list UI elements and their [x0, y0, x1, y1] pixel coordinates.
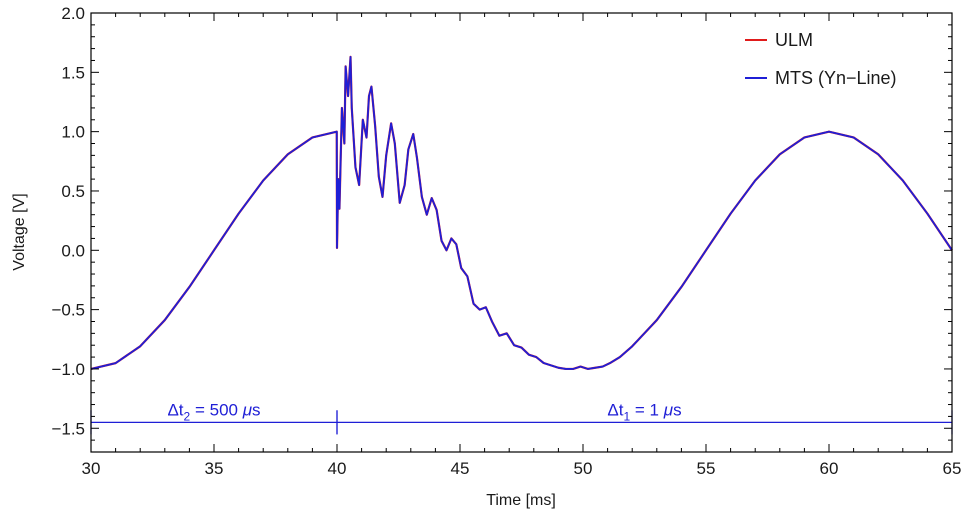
annotation-label-part: = 500 — [190, 400, 242, 419]
ticks-layer: 30 35 40 45 50 55 60 65 −1.5 −1.0 −0.5 0.0 0.5 1.0 1.5… — [51, 4, 961, 478]
legend: ULM MTS (Yn−Line) — [745, 30, 897, 88]
x-tick-label: 50 — [574, 459, 593, 478]
annotation-label-part: Δt — [607, 400, 623, 419]
y-tick-label: 2.0 — [61, 4, 85, 23]
y-tick-label: 1.0 — [61, 123, 85, 142]
x-tick-label: 55 — [697, 459, 716, 478]
annotation-label-part: Δt — [167, 400, 183, 419]
x-tick-label: 40 — [328, 459, 347, 478]
x-tick-label: 60 — [820, 459, 839, 478]
y-tick-label: −1.5 — [51, 419, 85, 438]
legend-label: ULM — [775, 30, 813, 50]
x-axis-title: Time [ms] — [486, 492, 556, 509]
y-axis-title: Voltage [V] — [11, 193, 28, 270]
annotation-label-part: 1 — [624, 409, 631, 423]
annotation-label-part: μ — [663, 400, 674, 419]
legend-label: MTS (Yn−Line) — [775, 68, 897, 88]
x-tick-label: 65 — [943, 459, 962, 478]
series-layer — [90, 55, 953, 371]
annotation-label-part: 2 — [184, 409, 191, 423]
annotation-label-part: s — [252, 400, 261, 419]
annotation-label: Δt1 = 1 μs — [607, 400, 681, 423]
y-tick-label: −0.5 — [51, 301, 85, 320]
annotation-label-part: μ — [242, 400, 253, 419]
series-line-mts — [90, 56, 953, 370]
x-tick-label: 45 — [451, 459, 470, 478]
y-tick-label: 0.5 — [61, 182, 85, 201]
annotation-label-part: s — [673, 400, 682, 419]
x-tick-label: 30 — [82, 459, 101, 478]
x-tick-label: 35 — [205, 459, 224, 478]
annotation-label: Δt2 = 500 μs — [167, 400, 260, 423]
annotation-label-part: = 1 — [630, 400, 664, 419]
plot-frame — [90, 12, 953, 453]
y-tick-label: −1.0 — [51, 360, 85, 379]
y-tick-label: 1.5 — [61, 63, 85, 82]
y-tick-label: 0.0 — [61, 241, 85, 260]
annotation-layer: Δt2 = 500 μs Δt1 = 1 μs — [90, 400, 953, 435]
series-line-ulm — [90, 55, 953, 371]
